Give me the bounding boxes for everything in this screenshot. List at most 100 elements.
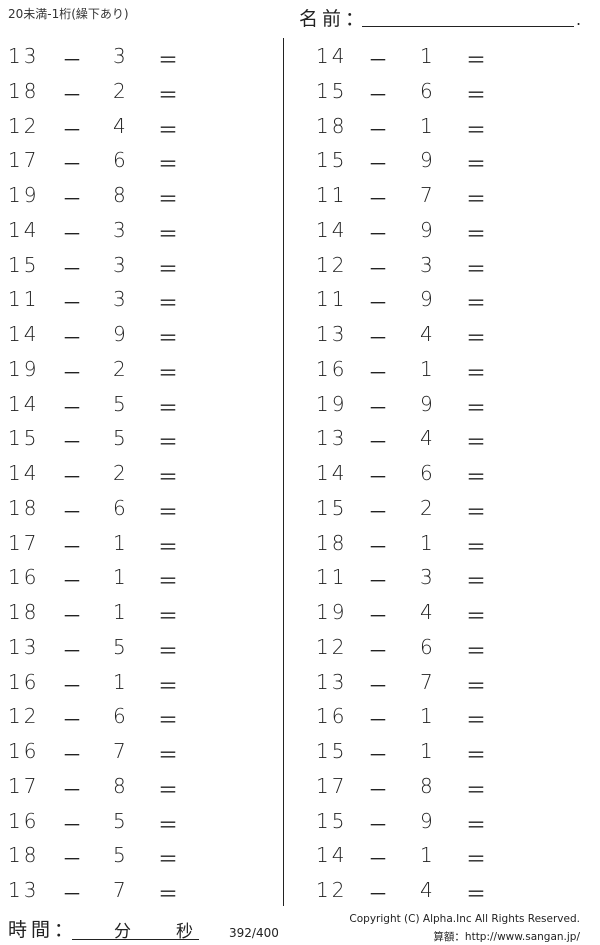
equals-sign: ＝ bbox=[158, 326, 178, 350]
equals-sign: ＝ bbox=[466, 360, 486, 385]
minuend: 19 bbox=[8, 356, 40, 381]
minus-sign: － bbox=[368, 777, 388, 802]
equals-sign: ＝ bbox=[466, 673, 486, 698]
minuend: 13 bbox=[8, 634, 40, 659]
minus-sign: － bbox=[62, 534, 82, 559]
minuend: 14 bbox=[316, 44, 348, 68]
subtrahend: 6 bbox=[113, 495, 126, 520]
subtrahend: 7 bbox=[420, 183, 433, 207]
equals-sign: ＝ bbox=[158, 360, 178, 385]
equals-sign: ＝ bbox=[466, 187, 486, 211]
equals-sign: ＝ bbox=[158, 152, 178, 177]
minus-sign: － bbox=[62, 882, 82, 906]
copyright: Copyright (C) Alpha.Inc All Rights Reser… bbox=[349, 913, 580, 925]
column-divider bbox=[283, 38, 284, 906]
equals-sign: ＝ bbox=[466, 221, 486, 246]
equals-sign: ＝ bbox=[158, 708, 178, 733]
minuend: 11 bbox=[8, 287, 40, 312]
equals-sign: ＝ bbox=[158, 48, 178, 72]
subtrahend: 1 bbox=[420, 356, 433, 381]
minuend: 18 bbox=[316, 530, 348, 555]
minuend: 16 bbox=[8, 669, 40, 694]
subtrahend: 2 bbox=[113, 461, 126, 485]
subtrahend: 3 bbox=[420, 252, 433, 277]
minus-sign: － bbox=[62, 499, 82, 524]
minus-sign: － bbox=[368, 638, 388, 663]
minus-sign: － bbox=[368, 187, 388, 211]
subtrahend: 7 bbox=[420, 669, 433, 694]
subtrahend: 8 bbox=[113, 773, 126, 798]
subtrahend: 3 bbox=[113, 252, 126, 277]
minus-sign: － bbox=[62, 673, 82, 698]
subtrahend: 3 bbox=[113, 287, 126, 312]
site-credit: 算額：http://www.sangan.jp/ bbox=[433, 931, 580, 943]
subtrahend: 1 bbox=[420, 113, 433, 138]
equals-sign: ＝ bbox=[466, 708, 486, 733]
subtrahend: 3 bbox=[113, 44, 126, 68]
minuend: 14 bbox=[8, 322, 40, 346]
minuend: 14 bbox=[8, 461, 40, 485]
minutes-label: 分 bbox=[114, 922, 131, 942]
equals-sign: ＝ bbox=[158, 465, 178, 489]
minus-sign: － bbox=[62, 777, 82, 802]
subtrahend: 6 bbox=[113, 704, 126, 729]
minus-sign: － bbox=[368, 256, 388, 281]
equals-sign: ＝ bbox=[158, 534, 178, 559]
equals-sign: ＝ bbox=[466, 499, 486, 524]
time-label: 時間： bbox=[8, 919, 78, 941]
subtrahend: 6 bbox=[420, 78, 433, 103]
subtrahend: 5 bbox=[113, 808, 126, 833]
minus-sign: － bbox=[368, 673, 388, 698]
minus-sign: － bbox=[62, 395, 82, 420]
minuend: 11 bbox=[316, 183, 348, 207]
minuend: 14 bbox=[316, 843, 348, 868]
subtrahend: 1 bbox=[420, 44, 433, 68]
minus-sign: － bbox=[368, 117, 388, 142]
minuend: 17 bbox=[8, 773, 40, 798]
minuend: 19 bbox=[316, 391, 348, 416]
equals-sign: ＝ bbox=[158, 882, 178, 906]
minuend: 12 bbox=[8, 113, 40, 138]
subtrahend: 9 bbox=[420, 287, 433, 312]
minuend: 13 bbox=[8, 44, 40, 68]
equals-sign: ＝ bbox=[158, 743, 178, 767]
minus-sign: － bbox=[368, 604, 388, 628]
equals-sign: ＝ bbox=[158, 673, 178, 698]
minus-sign: － bbox=[62, 221, 82, 246]
minuend: 17 bbox=[8, 148, 40, 173]
equals-sign: ＝ bbox=[466, 465, 486, 489]
minus-sign: － bbox=[368, 221, 388, 246]
minuend: 15 bbox=[316, 78, 348, 103]
subtrahend: 5 bbox=[113, 634, 126, 659]
subtrahend: 2 bbox=[113, 78, 126, 103]
equals-sign: ＝ bbox=[158, 638, 178, 663]
equals-sign: ＝ bbox=[466, 117, 486, 142]
equals-sign: ＝ bbox=[466, 152, 486, 177]
minus-sign: － bbox=[62, 743, 82, 767]
minuend: 15 bbox=[8, 252, 40, 277]
equals-sign: ＝ bbox=[466, 743, 486, 767]
equals-sign: ＝ bbox=[158, 812, 178, 837]
time-field-line bbox=[72, 939, 199, 940]
name-field-line bbox=[362, 26, 574, 27]
equals-sign: ＝ bbox=[158, 604, 178, 628]
equals-sign: ＝ bbox=[158, 256, 178, 281]
equals-sign: ＝ bbox=[466, 291, 486, 316]
subtrahend: 4 bbox=[420, 600, 433, 624]
equals-sign: ＝ bbox=[158, 395, 178, 420]
minus-sign: － bbox=[368, 465, 388, 489]
page-number: 392/400 bbox=[229, 926, 279, 940]
minus-sign: － bbox=[62, 708, 82, 733]
equals-sign: ＝ bbox=[158, 291, 178, 316]
minuend: 18 bbox=[8, 495, 40, 520]
minus-sign: － bbox=[62, 465, 82, 489]
subtrahend: 4 bbox=[420, 322, 433, 346]
equals-sign: ＝ bbox=[158, 777, 178, 802]
equals-sign: ＝ bbox=[158, 187, 178, 211]
minus-sign: － bbox=[368, 708, 388, 733]
subtrahend: 4 bbox=[113, 113, 126, 138]
subtrahend: 1 bbox=[420, 739, 433, 763]
minus-sign: － bbox=[368, 812, 388, 837]
minuend: 18 bbox=[8, 600, 40, 624]
minus-sign: － bbox=[368, 82, 388, 107]
